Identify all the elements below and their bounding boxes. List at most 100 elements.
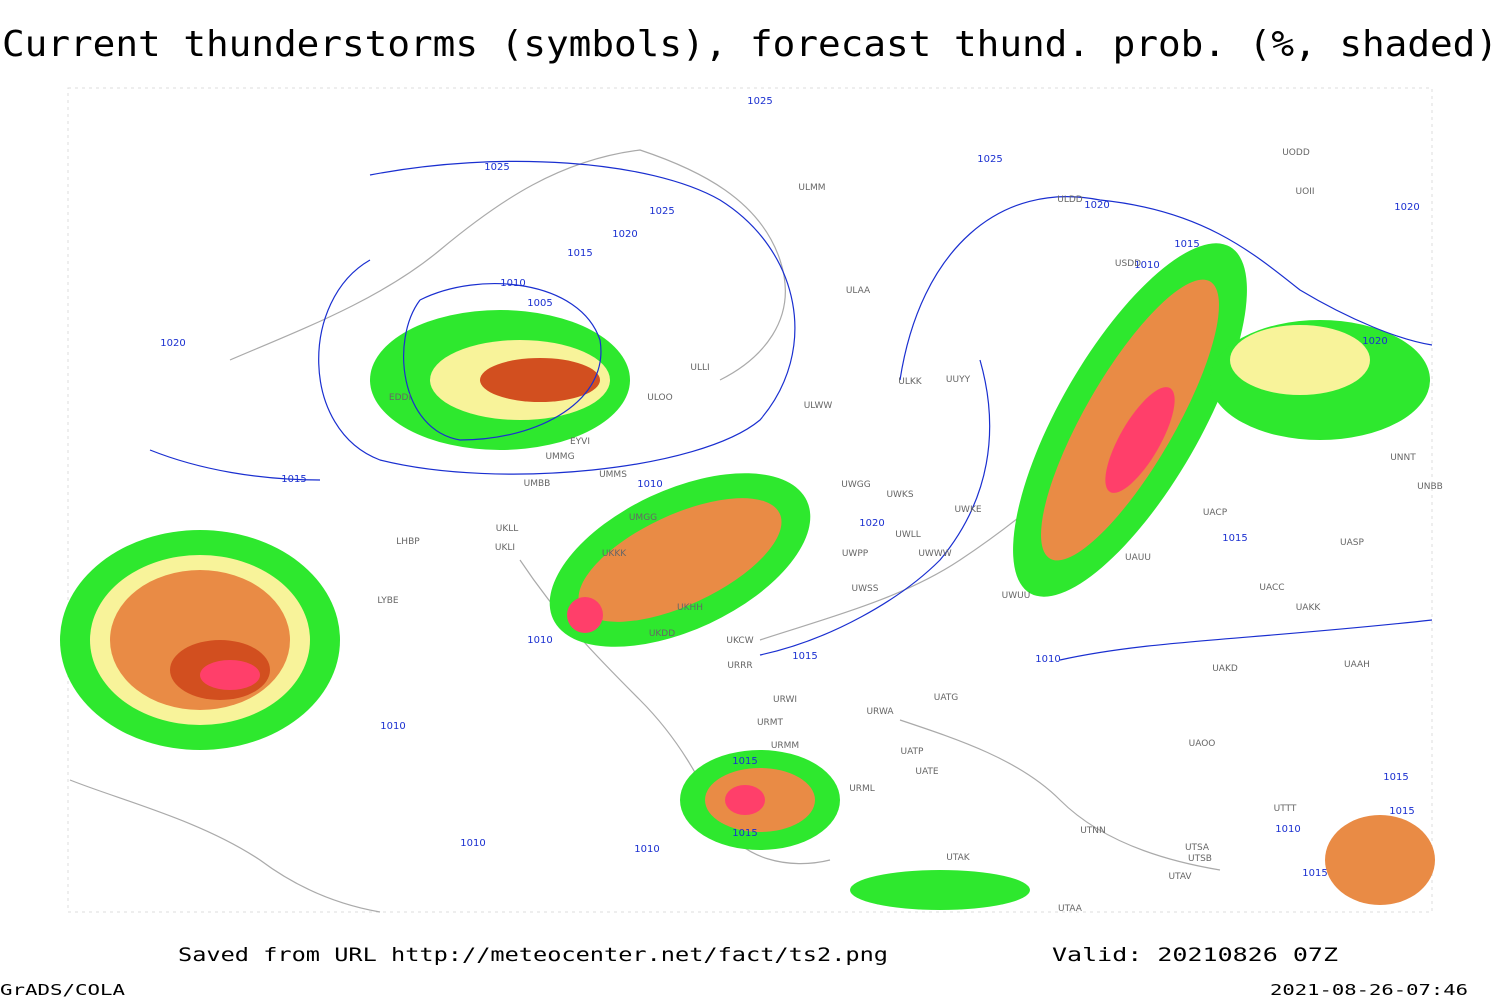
station-label: UTAA xyxy=(1058,904,1083,914)
station-label: URML xyxy=(849,784,875,794)
isobar-label: 1020 xyxy=(612,229,637,240)
timestamp: 2021-08-26-07:46 xyxy=(1270,981,1468,999)
station-label: UTSB xyxy=(1188,854,1212,864)
station-label: UMGG xyxy=(629,513,657,523)
isobar-label: 1020 xyxy=(1394,202,1419,213)
isobar-label: 1010 xyxy=(634,844,659,855)
coastline xyxy=(229,149,786,381)
isobar-label: 1015 xyxy=(1222,533,1247,544)
map-labels: 1025 1025 1025 1025 1020 1020 1020 1020 1020 1020… xyxy=(160,96,1443,914)
isobar-label: 1010 xyxy=(500,278,525,289)
station-label: URMM xyxy=(771,741,799,751)
station-label: EYVI xyxy=(570,437,590,447)
isobar-label: 1010 xyxy=(1275,824,1300,835)
station-label: USDD xyxy=(1115,259,1141,269)
isobar-label: 1015 xyxy=(567,248,592,259)
isobar-label: 1020 xyxy=(1084,200,1109,211)
station-label: UKDD xyxy=(649,629,675,639)
station-label: URMT xyxy=(757,718,784,728)
station-label: UNNT xyxy=(1390,453,1416,463)
isobar xyxy=(318,160,796,475)
station-label: UMMG xyxy=(545,452,574,462)
station-label: UATP xyxy=(901,747,925,757)
station-label: UODD xyxy=(1282,148,1310,158)
isobar-label: 1025 xyxy=(977,154,1002,165)
station-label: UKCW xyxy=(726,636,753,646)
isobar-label: 1010 xyxy=(527,635,552,646)
valid-time: Valid: 20210826 07Z xyxy=(1052,944,1338,966)
isobar xyxy=(1059,619,1433,661)
shade-yellow xyxy=(1230,325,1370,395)
station-label: ULLI xyxy=(690,363,709,373)
isobar-label: 1010 xyxy=(380,721,405,732)
isobar-label: 1025 xyxy=(484,162,509,173)
station-label: ULAA xyxy=(846,286,871,296)
isobar-label: 1005 xyxy=(527,298,552,309)
isobar-label: 1015 xyxy=(792,651,817,662)
station-label: UKLI xyxy=(495,543,515,553)
station-label: ULMM xyxy=(798,183,825,193)
coastline xyxy=(899,719,1221,871)
station-label: ULWW xyxy=(804,401,833,411)
station-label: UATE xyxy=(915,767,939,777)
station-label: URWI xyxy=(773,695,797,705)
station-label: UATG xyxy=(934,693,959,703)
probability-shading xyxy=(60,243,1435,910)
station-label: URRR xyxy=(727,661,752,671)
station-label: UMBB xyxy=(524,479,551,489)
title: Current thunderstorms (symbols), forecas… xyxy=(2,24,1498,65)
station-label: UASP xyxy=(1340,538,1364,548)
station-label: UAKK xyxy=(1296,603,1322,613)
isobar xyxy=(899,196,1433,381)
station-label: UWUU xyxy=(1002,591,1031,601)
isobars xyxy=(149,160,1433,661)
isobar-label: 1025 xyxy=(747,96,772,107)
station-label: ULOO xyxy=(647,393,672,403)
station-label: EDDI xyxy=(389,393,411,403)
station-label: UWWW xyxy=(918,549,951,559)
isobar-label: 1010 xyxy=(460,838,485,849)
station-label: UWKE xyxy=(954,505,981,515)
coastline xyxy=(69,779,381,913)
isobar-label: 1010 xyxy=(1134,260,1159,271)
station-label: UUYY xyxy=(946,375,971,385)
isobar-label: 1015 xyxy=(1389,806,1414,817)
isobar-label: 1010 xyxy=(1035,654,1060,665)
station-label: UACP xyxy=(1203,508,1228,518)
station-label: ULKK xyxy=(898,377,923,387)
software: GrADS/COLA xyxy=(0,981,125,999)
isobar-label: 1015 xyxy=(1174,239,1199,250)
isobar xyxy=(403,283,602,441)
station-label: UOII xyxy=(1296,187,1315,197)
isobar-label: 1010 xyxy=(637,479,662,490)
isobar-label: 1020 xyxy=(160,338,185,349)
station-label: UKLL xyxy=(496,524,519,534)
isobar-label: 1015 xyxy=(732,828,757,839)
station-label: UTAV xyxy=(1168,872,1192,882)
isobar-label: 1020 xyxy=(1362,336,1387,347)
station-label: UTNN xyxy=(1080,826,1106,836)
shade-orange xyxy=(578,498,782,622)
station-label: UTAK xyxy=(946,853,971,863)
shade-green xyxy=(850,870,1030,910)
isobar-label: 1015 xyxy=(1383,772,1408,783)
shade-pink xyxy=(1105,387,1175,493)
station-label: UMMS xyxy=(599,470,627,480)
shade-pink xyxy=(200,660,260,690)
shade-red xyxy=(480,358,600,402)
isobar-label: 1015 xyxy=(281,474,306,485)
shade-pink xyxy=(567,597,603,633)
station-label: UKHH xyxy=(677,603,703,613)
station-label: UAAH xyxy=(1344,660,1370,670)
isobar-label: 1015 xyxy=(1302,868,1327,879)
station-label: UTSA xyxy=(1185,843,1210,853)
isobar-label: 1020 xyxy=(859,518,884,529)
station-label: ULDD xyxy=(1057,195,1083,205)
map-area: 1025 1025 1025 1025 1020 1020 1020 1020 1020 1020… xyxy=(60,87,1443,914)
saved-url: Saved from URL http://meteocenter.net/fa… xyxy=(178,944,888,966)
station-label: UWLL xyxy=(895,530,921,540)
station-label: UKKK xyxy=(602,549,627,559)
station-label: UWKS xyxy=(886,490,913,500)
